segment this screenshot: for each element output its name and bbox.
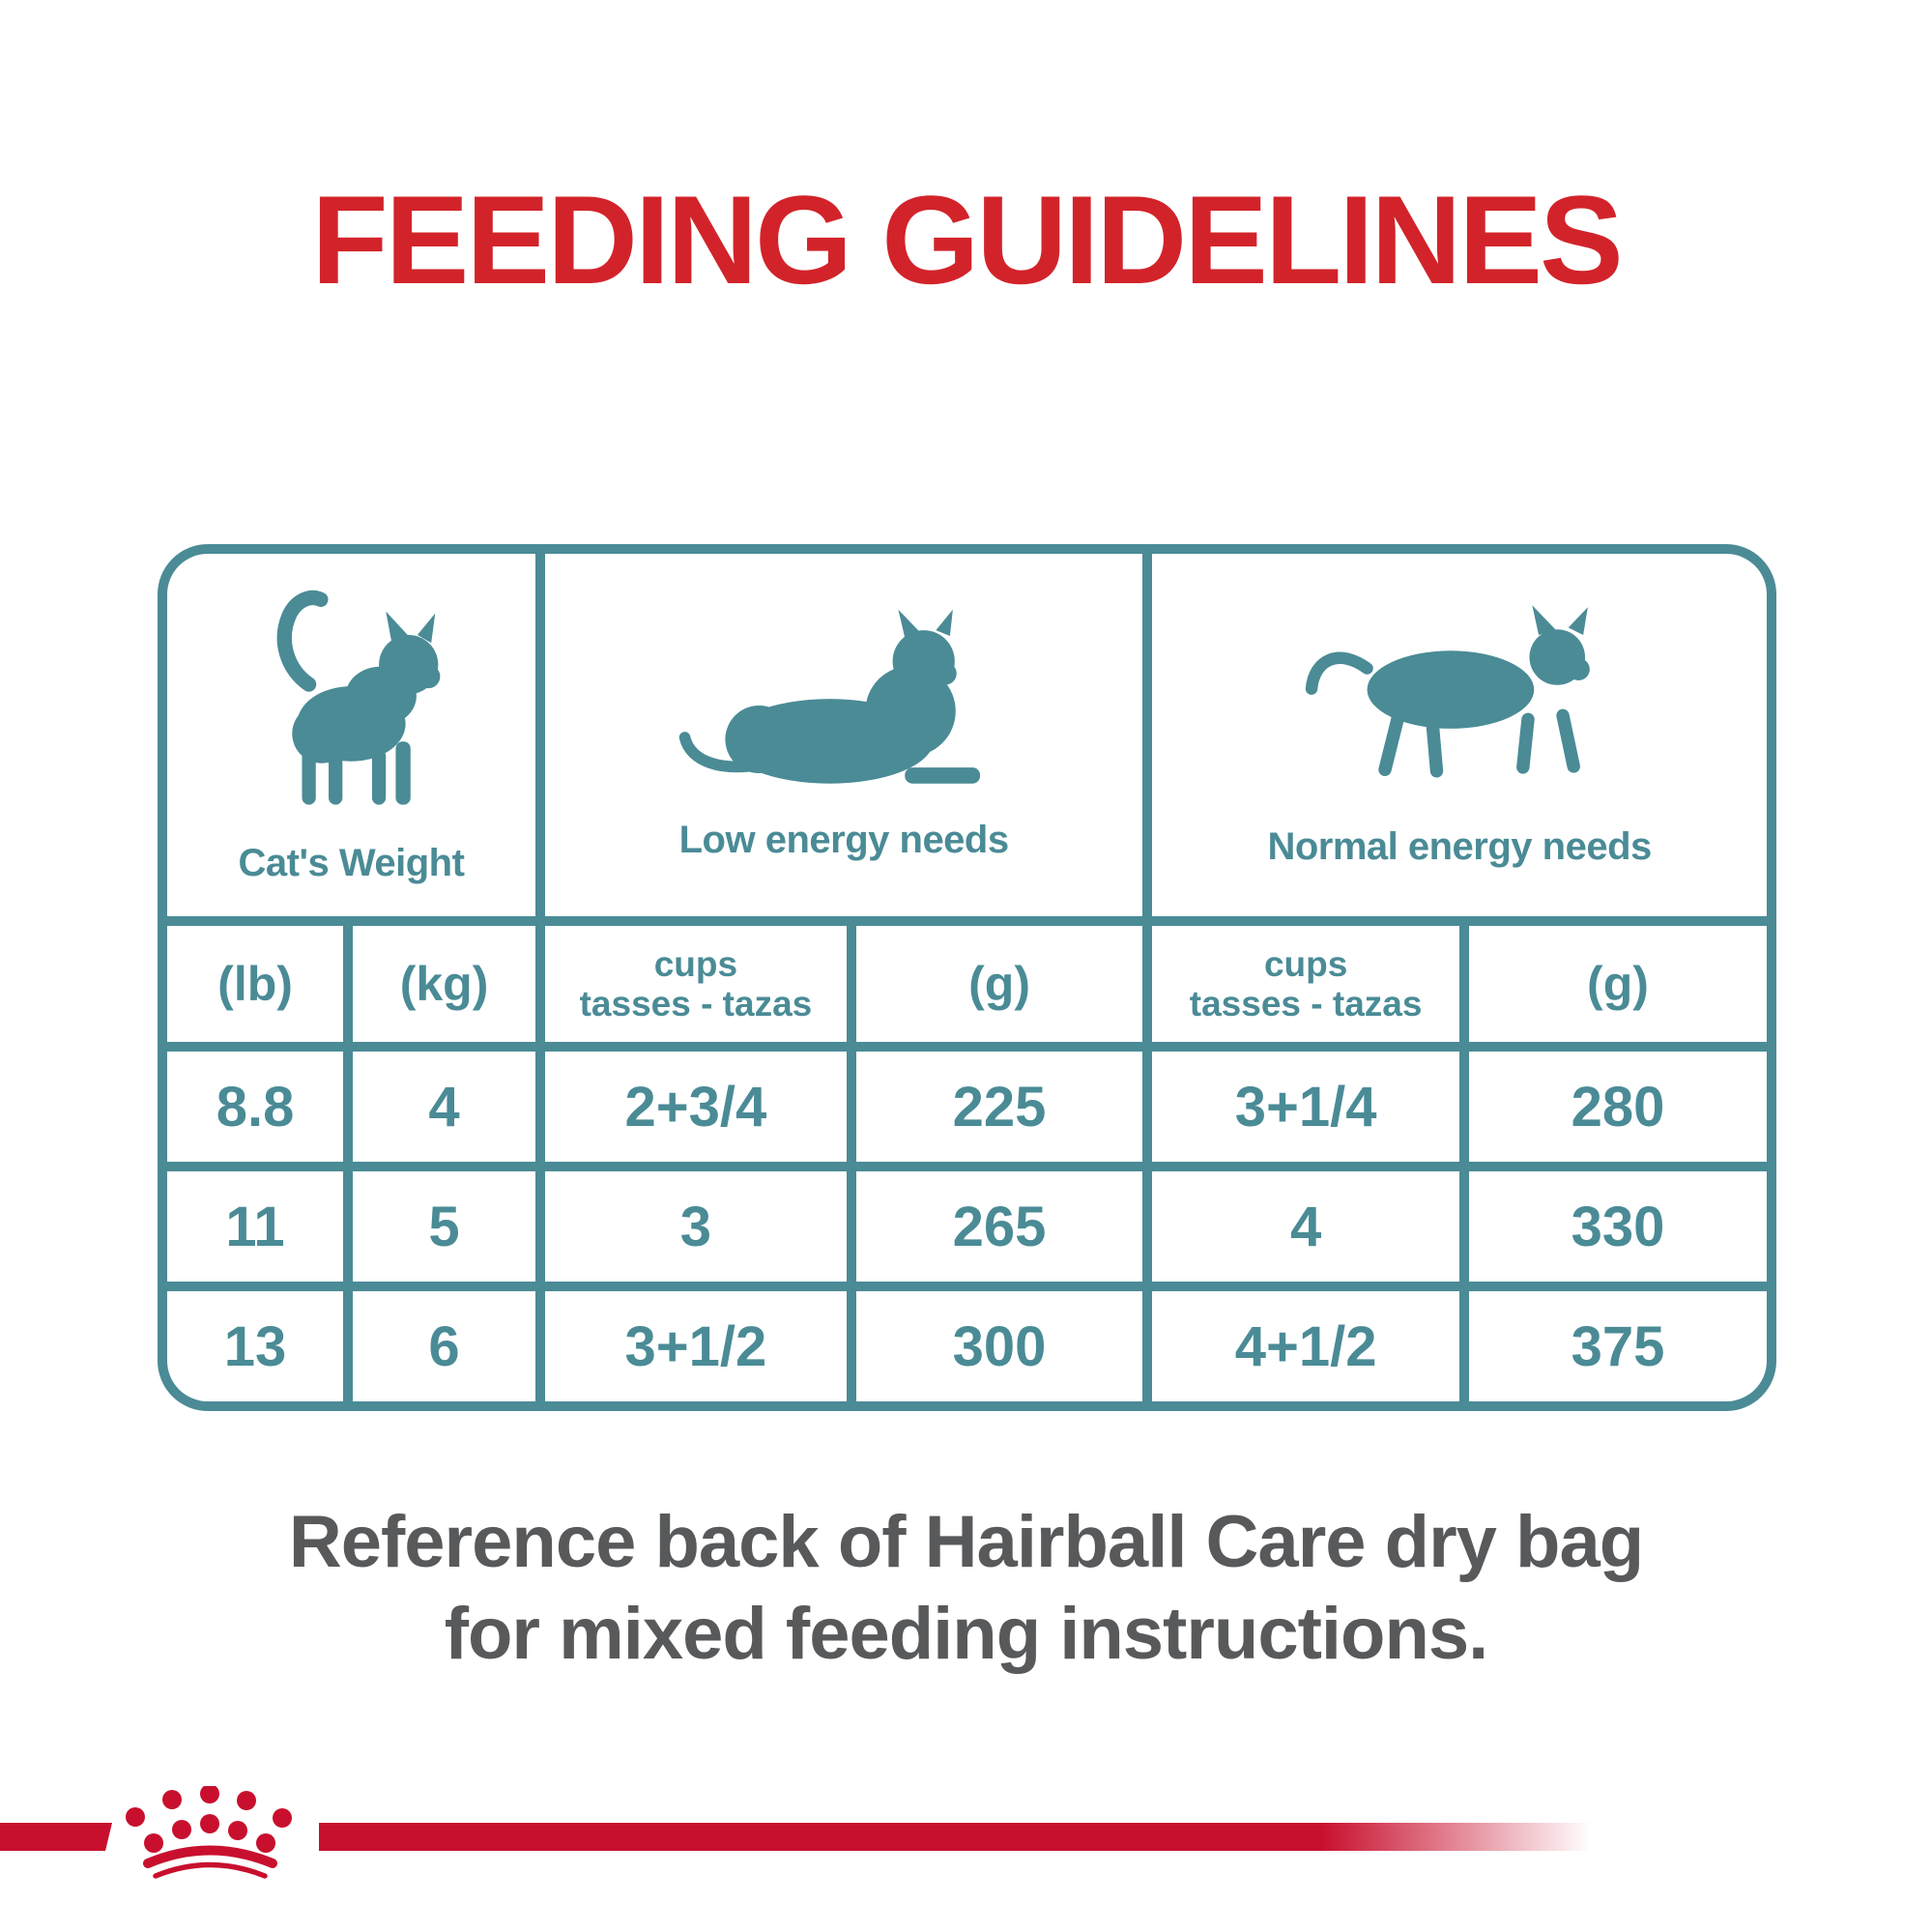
- table-cell: 11: [167, 1171, 344, 1282]
- header-normal-energy: Normal energy needs: [1152, 554, 1767, 916]
- table-cell: 330: [1468, 1171, 1767, 1282]
- table-cell: 4+1/2: [1152, 1291, 1459, 1401]
- header-label-cats-weight: Cat's Weight: [238, 841, 465, 884]
- footnote-line-1: Reference back of Hairball Care dry bag: [288, 1501, 1644, 1583]
- royal-canin-crown-logo: [126, 1786, 292, 1879]
- colhead-grams-normal: (g): [1468, 926, 1767, 1042]
- table-cell: 6: [353, 1291, 535, 1401]
- table-cell: 8.8: [167, 1052, 344, 1162]
- table-cell: 3: [544, 1171, 847, 1282]
- table-cell: 280: [1468, 1052, 1767, 1162]
- colhead-grams-low: (g): [855, 926, 1143, 1042]
- table-cell: 13: [167, 1291, 344, 1401]
- table-cell: 2+3/4: [544, 1052, 847, 1162]
- colhead-cups-normal: cups tasses - tazas: [1152, 926, 1459, 1042]
- cat-lying-icon: [678, 609, 981, 784]
- table-cell: 300: [855, 1291, 1143, 1401]
- page-title: FEEDING GUIDELINES: [311, 169, 1623, 310]
- table-cell: 4: [353, 1052, 535, 1162]
- table-cell: 375: [1468, 1291, 1767, 1401]
- colhead-kg-text: (kg): [399, 957, 489, 1011]
- footnote-line-2: for mixed feeding instructions.: [444, 1593, 1489, 1675]
- red-divider-line-left: [0, 1823, 112, 1851]
- footnote: Reference back of Hairball Care dry bag …: [0, 1496, 1932, 1680]
- colhead-lb: (lb): [167, 926, 344, 1042]
- table-cell: 3+1/4: [1152, 1052, 1459, 1162]
- header-cats-weight: Cat's Weight: [167, 554, 535, 916]
- red-divider-line-right: [319, 1823, 1604, 1851]
- colhead-lb-text: (lb): [217, 957, 293, 1011]
- colhead-kg: (kg): [353, 926, 535, 1042]
- cat-walking-icon: [1305, 605, 1590, 778]
- header-low-energy: Low energy needs: [544, 554, 1143, 916]
- colhead-cups-low: cups tasses - tazas: [544, 926, 847, 1042]
- table-cell: 265: [855, 1171, 1143, 1282]
- feeding-table: Cat's Weight Low energy needs: [158, 544, 1776, 1411]
- cat-standing-icon: [276, 590, 441, 805]
- header-label-normal-energy: Normal energy needs: [1267, 825, 1652, 868]
- table-cell: 5: [353, 1171, 535, 1282]
- table-cell: 225: [855, 1052, 1143, 1162]
- table-cell: 3+1/2: [544, 1291, 847, 1401]
- header-label-low-energy: Low energy needs: [678, 819, 1009, 861]
- table-cell: 4: [1152, 1171, 1459, 1282]
